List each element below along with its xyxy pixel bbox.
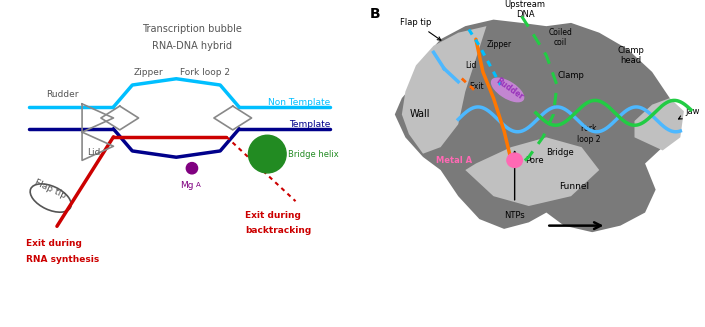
Polygon shape — [402, 26, 486, 154]
Text: Coiled
coil: Coiled coil — [548, 28, 572, 47]
Text: Template: Template — [288, 120, 330, 129]
Circle shape — [507, 153, 522, 167]
Text: Transcription bubble: Transcription bubble — [142, 24, 242, 33]
Text: Zipper: Zipper — [133, 68, 163, 77]
Text: Mg: Mg — [180, 181, 194, 190]
Polygon shape — [395, 20, 677, 232]
Text: Exit during: Exit during — [25, 239, 82, 248]
Text: Upstream
DNA: Upstream DNA — [505, 0, 546, 19]
Text: Wall: Wall — [409, 110, 430, 119]
Ellipse shape — [491, 77, 525, 102]
Text: Lid: Lid — [465, 61, 477, 70]
Text: Fork loop 2: Fork loop 2 — [180, 68, 230, 77]
Text: Jaw: Jaw — [678, 107, 699, 119]
Text: Exit: Exit — [469, 82, 484, 91]
Text: Bridge: Bridge — [546, 147, 575, 157]
Text: backtracking: backtracking — [245, 226, 312, 235]
Text: RNA-DNA hybrid: RNA-DNA hybrid — [152, 41, 232, 51]
Text: Flap tip: Flap tip — [400, 18, 441, 40]
Text: Rudder: Rudder — [494, 76, 525, 102]
Polygon shape — [465, 137, 599, 206]
Text: B: B — [370, 7, 381, 21]
Text: Flap tip: Flap tip — [33, 177, 68, 200]
Text: Bridge helix: Bridge helix — [288, 149, 338, 159]
Text: A: A — [196, 182, 200, 188]
Text: Pore: Pore — [525, 156, 544, 165]
Text: Rudder: Rudder — [47, 90, 79, 99]
Text: NTPs: NTPs — [504, 211, 525, 220]
Text: RNA synthesis: RNA synthesis — [25, 254, 99, 264]
Text: Funnel: Funnel — [560, 182, 589, 191]
Text: Zipper: Zipper — [486, 40, 511, 49]
Text: Exit during: Exit during — [245, 211, 301, 220]
Text: Fork
loop 2: Fork loop 2 — [577, 124, 601, 144]
Polygon shape — [634, 98, 684, 150]
Text: Metal A: Metal A — [436, 156, 472, 165]
Text: Clamp: Clamp — [558, 71, 584, 80]
Text: Non Template: Non Template — [268, 98, 330, 107]
Text: Clamp
head: Clamp head — [618, 46, 644, 65]
Text: Lid: Lid — [87, 148, 100, 157]
Circle shape — [186, 163, 197, 174]
Circle shape — [248, 135, 286, 173]
